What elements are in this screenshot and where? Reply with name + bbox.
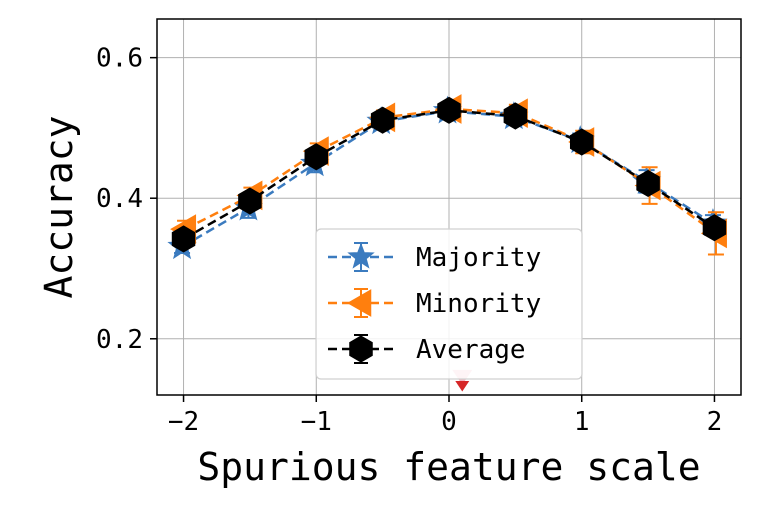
y-tick-label: 0.6 [96,44,143,74]
y-tick-label: 0.4 [96,184,143,214]
legend-marker [349,335,373,363]
x-tick-label: 2 [707,407,723,437]
x-tick-label: −2 [168,407,199,437]
legend: Majority Minority Average [315,228,583,380]
x-axis-label: Spurious feature scale [197,445,700,489]
x-tick-label: 0 [441,407,457,437]
tick-layer: −2 −1 0 1 2 0.2 0.4 0.6 [96,44,722,437]
y-axis-label: Accuracy [37,115,81,298]
x-tick-label: 1 [574,407,590,437]
legend-item-average: Average [328,334,526,365]
legend-item-majority: Majority [328,242,541,273]
data-point [503,102,528,130]
legend-marker [347,242,375,269]
series-line [181,109,714,248]
legend-label: Average [416,335,526,365]
legend-label: Majority [416,243,541,273]
legend-item-minority: Minority [328,288,541,319]
data-point [304,143,329,171]
data-point [370,106,395,134]
data-point [238,187,262,215]
legend-marker [346,289,372,317]
annotation-marker [455,380,470,392]
data-point [636,169,660,198]
y-tick-label: 0.2 [96,325,143,355]
data-point [569,128,594,156]
data-point [437,96,461,124]
data-point [171,225,196,253]
series-layer [167,94,728,260]
legend-label: Minority [416,289,541,319]
data-point [702,214,727,242]
series-line [184,107,717,235]
legend-box [315,228,583,380]
series-average [171,96,727,253]
x-tick-label: −1 [301,407,332,437]
